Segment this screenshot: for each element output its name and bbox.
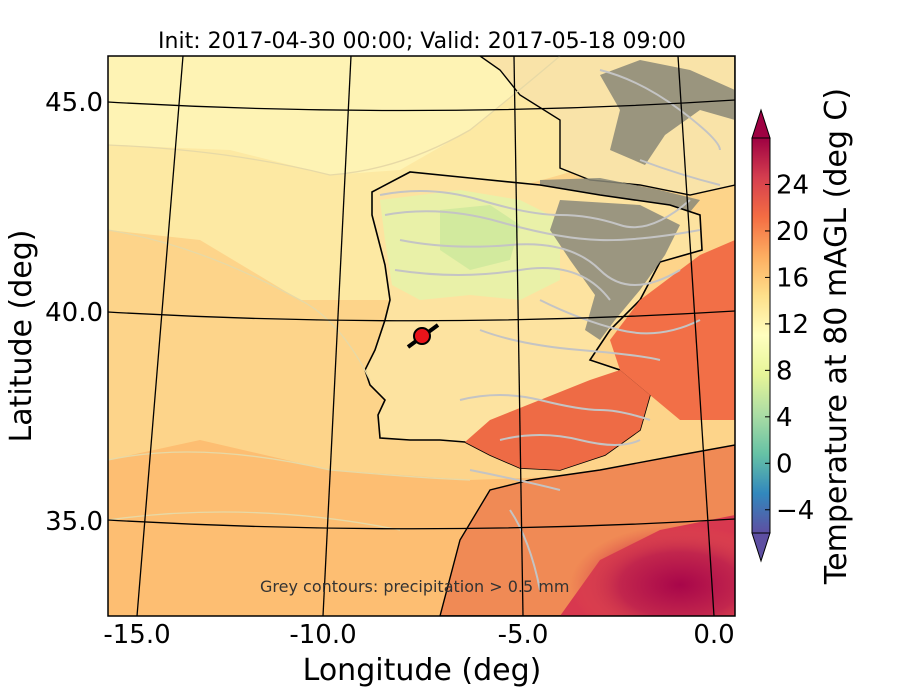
- alps-pyrenees-terrain: [600, 60, 735, 165]
- x-tick-label: -5.0: [498, 620, 549, 650]
- x-tick-label: -10.0: [289, 620, 356, 650]
- temperature-contours: [108, 56, 561, 531]
- colorbar-body: [751, 137, 771, 534]
- colorbar-label: Temperature at 80 mAGL (deg C): [819, 88, 854, 585]
- precip-annotation: Grey contours: precipitation > 0.5 mm: [260, 577, 569, 596]
- x-ticks: -15.0 -10.0 -5.0 0.0: [103, 620, 734, 650]
- iberian-terrain-east: [550, 200, 680, 340]
- x-tick-label: 0.0: [693, 620, 734, 650]
- meridian-0: [677, 56, 715, 616]
- colorbar-tick-label: 4: [776, 403, 793, 433]
- x-tick-label: -15.0: [103, 620, 170, 650]
- graticule: [108, 56, 735, 616]
- parallel-45: [108, 99, 735, 112]
- colorbar-tick-label: 12: [776, 310, 809, 340]
- cool-shelf-region: [108, 56, 560, 175]
- x-axis-label: Longitude (deg): [303, 653, 542, 688]
- colorbar-extend-top: [751, 108, 771, 139]
- colorbar: −4 0 4 8 12 16 20 24: [751, 108, 814, 563]
- location-marker: [413, 327, 431, 345]
- meridian-minus15: [136, 56, 184, 616]
- hottest-region: [570, 525, 735, 616]
- colorbar-extend-bottom: [751, 532, 771, 563]
- map-panel: Grey contours: precipitation > 0.5 mm: [108, 56, 735, 616]
- meridian-minus10: [322, 56, 352, 616]
- colorbar-tick-label: 0: [776, 449, 793, 479]
- colorbar-tick-label: 20: [776, 217, 809, 247]
- map-frame: [107, 55, 736, 617]
- y-ticks: 45.0 40.0 35.0: [45, 88, 103, 537]
- chart-title: Init: 2017-04-30 00:00; Valid: 2017-05-1…: [158, 29, 686, 54]
- y-tick-label: 35.0: [45, 507, 103, 537]
- colorbar-tick-label: 16: [776, 263, 809, 293]
- precipitation-contours: [379, 69, 721, 591]
- y-tick-label: 45.0: [45, 88, 103, 118]
- colorbar-tick-label: 24: [776, 170, 809, 200]
- colorbar-tick-label: 8: [776, 356, 793, 386]
- y-axis-label: Latitude (deg): [4, 230, 39, 443]
- meridian-minus5: [513, 56, 524, 616]
- colorbar-tick-label: −4: [776, 496, 814, 526]
- y-tick-label: 40.0: [45, 298, 103, 328]
- parallel-40: [108, 310, 735, 322]
- parallel-35: [108, 518, 735, 530]
